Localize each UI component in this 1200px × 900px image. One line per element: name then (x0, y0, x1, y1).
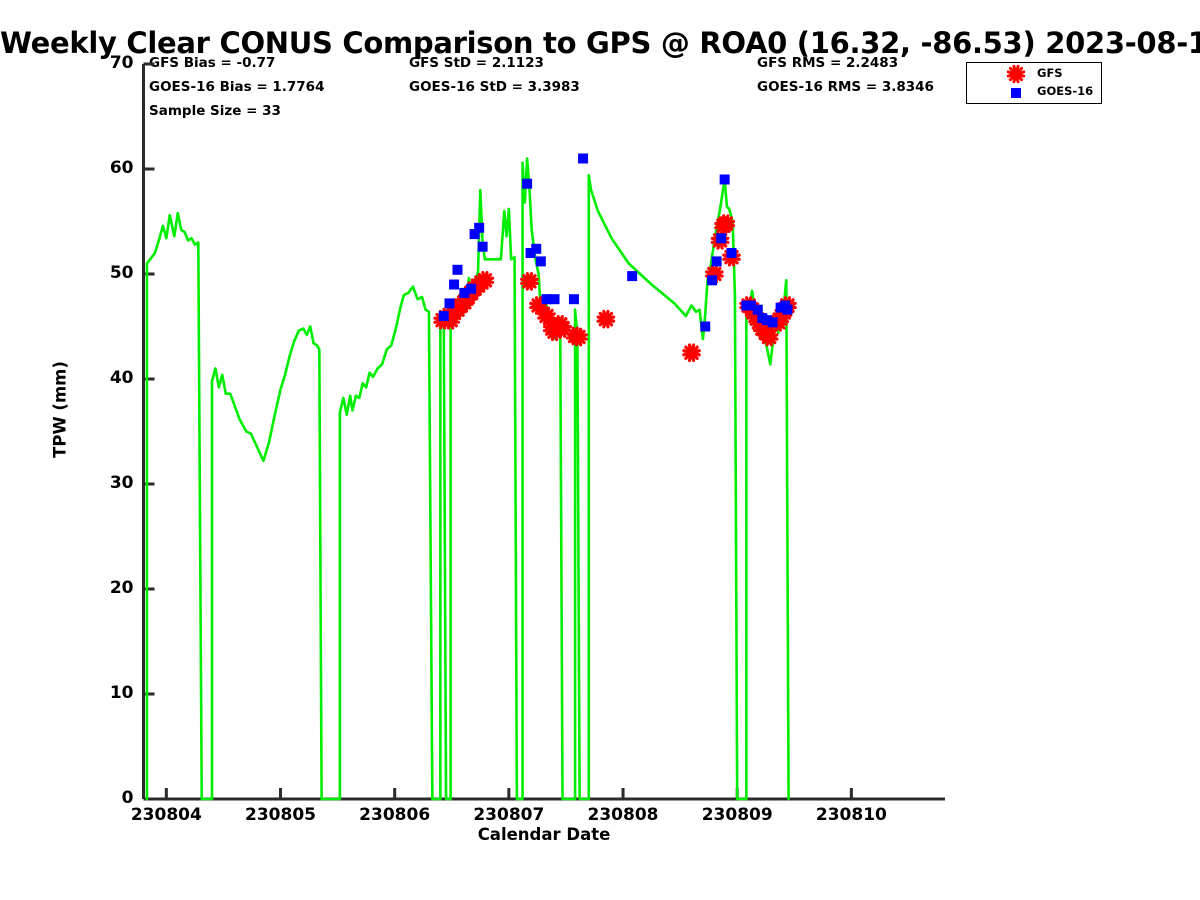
y-tick-50: 50 (109, 263, 134, 283)
goes16-square-icon (1011, 88, 1021, 98)
page-title: Weekly Clear CONUS Comparison to GPS @ R… (0, 26, 1200, 60)
stat-goes16-bias: GOES-16 Bias = 1.7764 (149, 79, 325, 95)
stat-sample-size: Sample Size = 33 (149, 103, 281, 119)
x-tick-230808: 230808 (587, 805, 659, 825)
stat-goes16-rms: GOES-16 RMS = 3.8346 (757, 79, 934, 95)
stat-goes16-std: GOES-16 StD = 3.3983 (409, 79, 580, 95)
y-tick-70: 70 (109, 53, 134, 73)
data-series-layer (145, 153, 797, 801)
y-tick-60: 60 (109, 158, 134, 178)
gfs-asterisk-icon (1006, 64, 1026, 84)
stat-gfs-bias: GFS Bias = -0.77 (149, 55, 276, 71)
legend-label-goes16: GOES-16 (1037, 84, 1094, 98)
y-tick-10: 10 (109, 683, 134, 703)
x-tick-230805: 230805 (245, 805, 316, 825)
x-tick-230804: 230804 (130, 805, 202, 825)
legend-label-gfs: GFS (1037, 66, 1063, 80)
y-tick-20: 20 (109, 578, 134, 598)
x-axis-title: Calendar Date (477, 825, 611, 844)
axis-lines (142, 62, 945, 801)
y-axis-title: TPW (mm) (50, 361, 70, 458)
legend: GFS GOES-16 (966, 62, 1102, 104)
x-tick-230806: 230806 (359, 805, 431, 825)
x-tick-230810: 230810 (815, 805, 887, 825)
x-tick-230809: 230809 (701, 805, 773, 825)
y-tick-0: 0 (121, 788, 134, 808)
stat-gfs-rms: GFS RMS = 2.2483 (757, 55, 899, 71)
stat-gfs-std: GFS StD = 2.1123 (409, 55, 544, 71)
y-tick-30: 30 (109, 473, 134, 493)
x-tick-230807: 230807 (473, 805, 545, 825)
y-tick-40: 40 (109, 368, 134, 388)
